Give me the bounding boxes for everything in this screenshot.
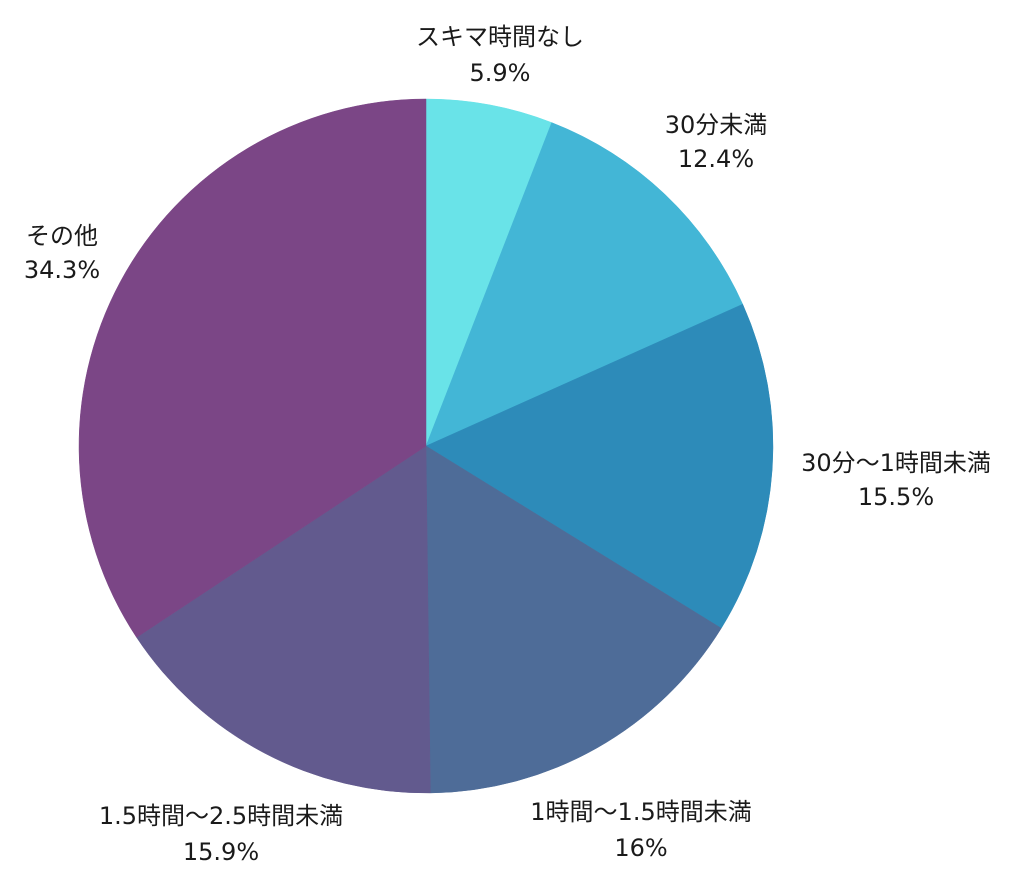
pie-slice — [425, 303, 774, 629]
slice-category-label: 1時間〜1.5時間未満 — [530, 798, 751, 826]
slice-value-label: 34.3% — [24, 256, 100, 284]
slice-value-label: 12.4% — [678, 145, 754, 173]
pie-slice — [425, 122, 744, 447]
slice-value-label: 15.5% — [858, 483, 934, 511]
labels-layer: スキマ時間なし 5.9% 30分未満 12.4% 30分〜1時間未満 15.5% 1時間〜1… — [24, 23, 991, 866]
pie-slice — [78, 98, 427, 638]
slice-value-label: 16% — [614, 834, 667, 862]
slice-category-label: 30分未満 — [665, 111, 768, 139]
slice-category-label: 1.5時間〜2.5時間未満 — [99, 802, 343, 830]
slice-value-label: 5.9% — [470, 59, 531, 87]
slice-category-label: その他 — [26, 222, 98, 250]
slice-category-label: 30分〜1時間未満 — [801, 449, 991, 477]
slice-category-label: スキマ時間なし — [416, 23, 584, 51]
slices-layer — [78, 98, 774, 794]
pie-slice — [425, 445, 722, 794]
pie-slice — [136, 445, 431, 794]
pie-slice — [425, 98, 553, 447]
slice-value-label: 15.9% — [183, 838, 259, 866]
